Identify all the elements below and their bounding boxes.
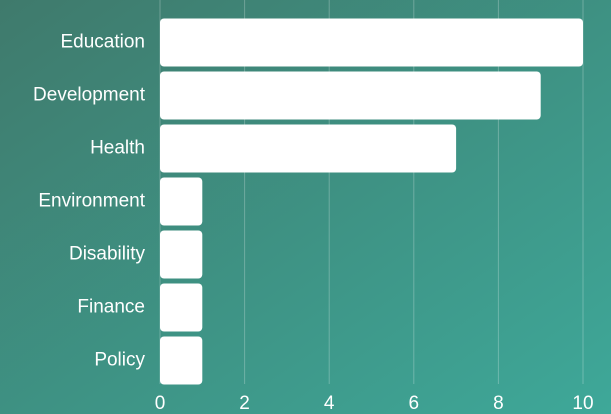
y-tick-label: Education — [60, 32, 145, 53]
y-tick-label: Health — [90, 138, 145, 159]
x-tick-label: 2 — [239, 393, 250, 414]
bar — [160, 283, 203, 332]
bar — [160, 18, 583, 67]
bars — [160, 18, 583, 385]
bar — [160, 336, 203, 385]
bar — [160, 124, 457, 173]
x-tick-label: 8 — [493, 393, 504, 414]
y-tick-label: Development — [33, 85, 146, 106]
x-tick-label: 4 — [324, 393, 335, 414]
x-tick-label: 0 — [155, 393, 166, 414]
y-tick-label: Disability — [69, 244, 146, 265]
x-tick-label: 6 — [409, 393, 420, 414]
bar — [160, 71, 541, 120]
y-tick-label: Policy — [94, 350, 145, 371]
bar — [160, 230, 203, 279]
bar — [160, 177, 203, 226]
x-tick-label: 10 — [572, 393, 593, 414]
y-tick-label: Finance — [77, 297, 145, 318]
y-tick-label: Environment — [38, 191, 145, 212]
